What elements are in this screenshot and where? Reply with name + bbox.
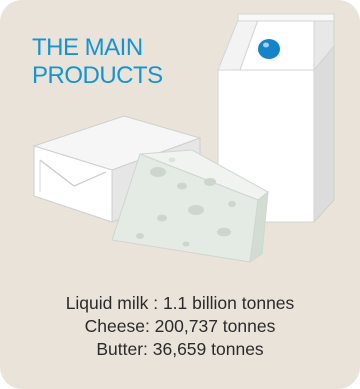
cheese-stat: Cheese: 200,737 tonnes bbox=[84, 316, 276, 336]
card-title: THE MAIN PRODUCTS bbox=[32, 34, 163, 90]
butter-stat: Butter: 36,659 tonnes bbox=[96, 339, 264, 359]
production-stats: Liquid milk : 1.1 billion tonnes Cheese:… bbox=[0, 292, 360, 361]
title-line-2: PRODUCTS bbox=[32, 62, 163, 89]
title-line-1: THE MAIN bbox=[32, 34, 143, 61]
carton-cap-icon bbox=[258, 39, 280, 59]
dairy-illustration bbox=[32, 13, 335, 264]
liquid-milk-stat: Liquid milk : 1.1 billion tonnes bbox=[65, 293, 295, 313]
cheese-wedge-icon bbox=[111, 149, 269, 264]
